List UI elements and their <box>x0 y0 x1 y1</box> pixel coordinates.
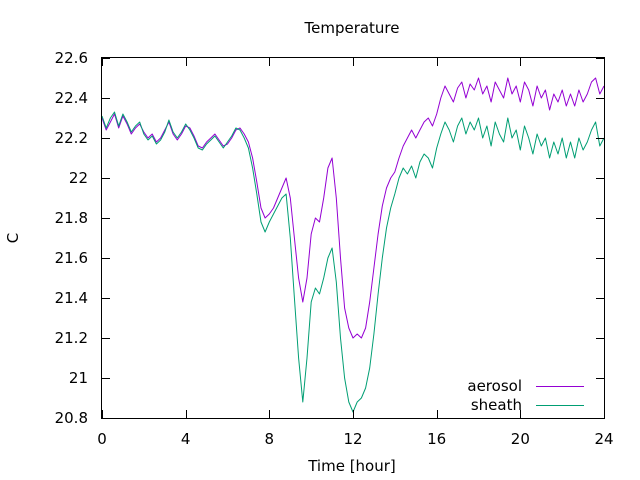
y-tick-label: 22.2 <box>55 129 88 147</box>
y-tick-label: 21.6 <box>55 249 88 267</box>
y-tick-label: 22.6 <box>55 49 88 67</box>
x-tick-label: 0 <box>97 430 107 448</box>
chart-title: Temperature <box>303 19 399 37</box>
y-tick-label: 22 <box>69 169 88 187</box>
legend-label-sheath: sheath <box>471 396 522 414</box>
x-axis: 0 4 8 12 16 20 24 <box>97 58 614 448</box>
x-tick-label: 4 <box>181 430 191 448</box>
y-tick-label: 21 <box>69 369 88 387</box>
y-tick-label: 21.2 <box>55 329 88 347</box>
legend-label-aerosol: aerosol <box>467 377 522 395</box>
y-tick-label: 21.8 <box>55 209 88 227</box>
x-axis-label: Time [hour] <box>307 457 396 475</box>
y-tick-label: 21.4 <box>55 289 88 307</box>
x-tick-label: 24 <box>594 430 613 448</box>
plot-frame <box>101 57 605 419</box>
x-tick-label: 8 <box>265 430 275 448</box>
x-tick-label: 16 <box>427 430 446 448</box>
y-axis-label: C <box>4 233 22 243</box>
series-line-aerosol <box>101 77 605 339</box>
x-tick-label: 12 <box>343 430 362 448</box>
y-tick-label: 20.8 <box>55 409 88 427</box>
x-tick-label: 20 <box>511 430 530 448</box>
y-axis: 20.8 21 21.2 21.4 21.6 21.8 22 22.2 22.4 22.6 <box>55 49 604 427</box>
y-tick-label: 22.4 <box>55 89 88 107</box>
